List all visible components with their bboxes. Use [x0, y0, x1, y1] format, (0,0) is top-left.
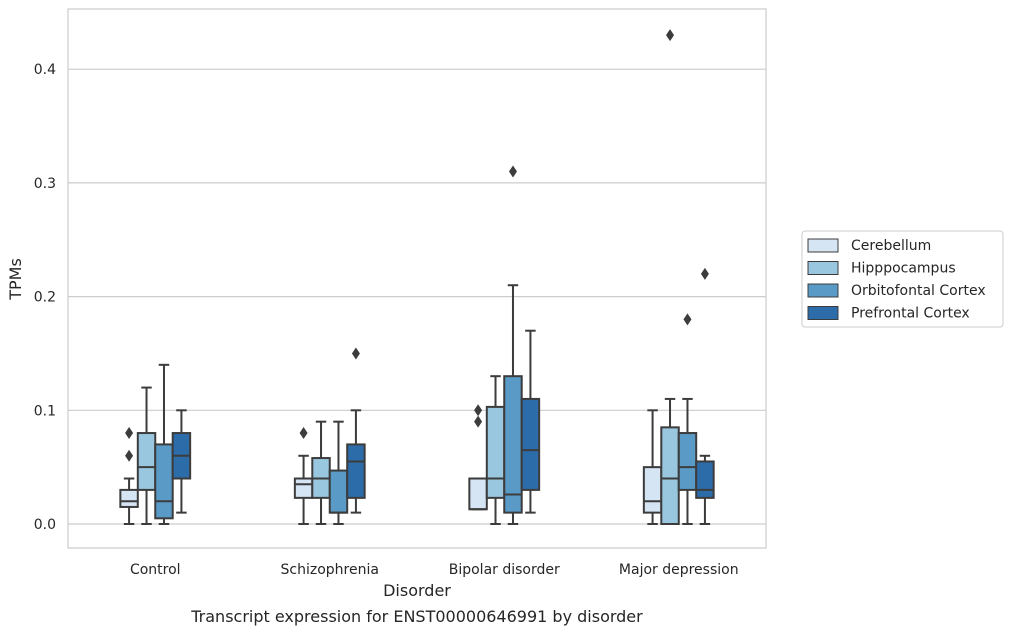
box-plot-marks — [119, 29, 715, 526]
box-orbitofontal-cortex — [677, 313, 698, 525]
chart-caption: Transcript expression for ENST0000064699… — [190, 607, 643, 626]
box-hipppocampus — [485, 375, 506, 525]
outlier-point — [351, 347, 360, 360]
box-prefrontal-cortex — [346, 347, 366, 514]
outlier-point — [474, 415, 483, 428]
y-tick-label: 0.4 — [34, 62, 56, 78]
outlier-point — [700, 267, 709, 280]
box-orbitofontal-cortex — [154, 363, 174, 525]
box-iqr — [154, 443, 174, 520]
y-tick-label: 0.2 — [34, 290, 56, 306]
legend-label: Prefrontal Cortex — [851, 306, 970, 322]
x-tick-label: Schizophrenia — [281, 562, 379, 578]
y-tick-label: 0.1 — [34, 403, 56, 419]
box-iqr — [346, 443, 366, 499]
legend-swatch — [807, 283, 839, 298]
x-tick-label: Major depression — [619, 562, 739, 578]
legend-label: Cerebellum — [851, 238, 931, 254]
box-prefrontal-cortex — [695, 267, 715, 525]
box-prefrontal-cortex — [171, 409, 192, 514]
plot-frame — [67, 8, 767, 549]
y-tick-label: 0.3 — [34, 176, 56, 192]
legend-swatch — [807, 238, 839, 253]
box-hipppocampus — [136, 386, 157, 525]
box-iqr — [328, 469, 349, 514]
box-cerebellum — [468, 404, 488, 511]
box-iqr — [485, 405, 506, 499]
box-prefrontal-cortex — [520, 329, 541, 514]
box-hipppocampus — [311, 420, 331, 525]
box-orbitofontal-cortex — [328, 420, 349, 525]
box-cerebellum — [119, 427, 139, 525]
y-tick-labels: 0.0 0.1 0.2 0.3 0.4 — [34, 62, 56, 533]
box-hipppocampus — [660, 29, 680, 526]
x-tick-labels: Control Schizophrenia Bipolar disorder Majo… — [130, 562, 739, 578]
legend-swatch — [807, 306, 839, 320]
box-cerebellum — [293, 427, 314, 525]
outlier-point — [508, 165, 517, 178]
box-cerebellum — [642, 409, 663, 525]
outlier-point — [125, 427, 134, 440]
box-iqr — [468, 477, 488, 511]
box-iqr — [660, 426, 680, 526]
outlier-point — [299, 427, 308, 440]
outlier-point — [474, 404, 483, 417]
box-iqr — [695, 460, 715, 499]
legend-label: Hipppocampus — [851, 261, 956, 277]
y-tick-label: 0.0 — [34, 517, 56, 533]
x-axis-label: Disorder — [383, 581, 451, 600]
box-iqr — [677, 432, 698, 491]
box-iqr — [503, 375, 523, 514]
outlier-point — [125, 449, 134, 462]
legend-frame — [801, 230, 1004, 328]
box-orbitofontal-cortex — [503, 165, 523, 525]
y-axis-label: TPMs — [6, 258, 25, 301]
legend-swatch — [807, 261, 839, 275]
legend: Cerebellum Hipppocampus Orbitofontal Corte… — [801, 230, 1004, 328]
legend-label: Orbitofontal Cortex — [851, 283, 986, 299]
box-iqr — [520, 397, 541, 491]
x-tick-label: Bipolar disorder — [449, 562, 560, 578]
x-tick-label: Control — [130, 562, 181, 578]
box-iqr — [136, 432, 157, 491]
box-iqr — [642, 466, 663, 514]
outlier-point — [666, 29, 675, 42]
box-iqr — [293, 477, 314, 499]
outlier-point — [683, 313, 692, 326]
box-iqr — [119, 488, 139, 508]
